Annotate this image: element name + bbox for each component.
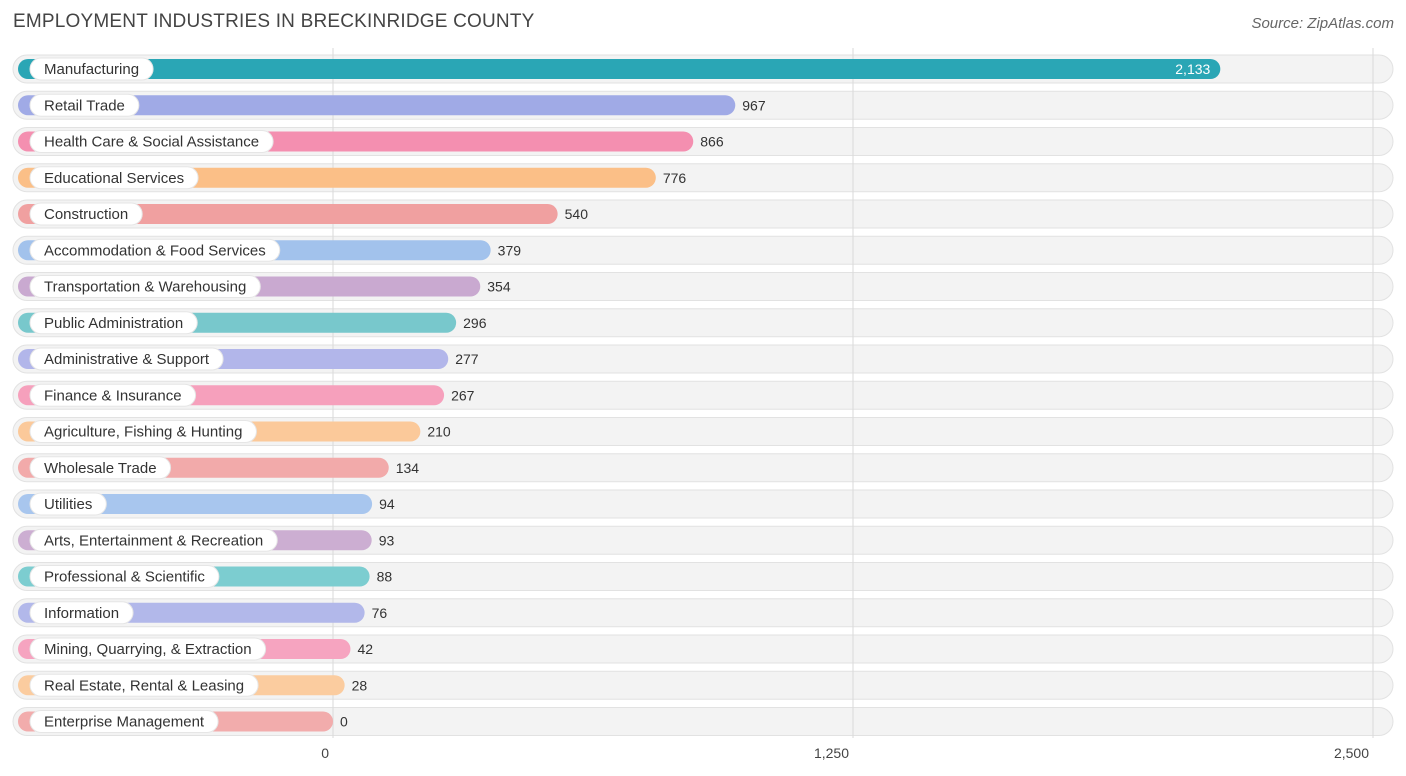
category-label: Finance & Insurance [44, 387, 182, 404]
category-label-pill [29, 565, 220, 588]
category-label: Manufacturing [44, 61, 139, 78]
value-label: 0 [340, 714, 348, 730]
category-label: Accommodation & Food Services [44, 242, 266, 259]
category-label: Real Estate, Rental & Leasing [44, 677, 244, 694]
category-label: Public Administration [44, 315, 183, 332]
category-label: Administrative & Support [44, 351, 210, 368]
bar [18, 204, 558, 224]
value-label: 776 [663, 170, 687, 186]
category-label: Arts, Entertainment & Recreation [44, 532, 263, 549]
bar [18, 95, 736, 116]
category-label-pill [29, 637, 267, 661]
value-label: 866 [700, 134, 724, 150]
category-label-pill [29, 202, 143, 226]
category-label-pill [29, 93, 140, 117]
value-label: 210 [427, 424, 451, 440]
category-label: Construction [44, 206, 128, 223]
value-label: 42 [357, 641, 373, 657]
row-track [12, 634, 1394, 664]
category-label-pill [29, 166, 199, 190]
value-label: 967 [742, 97, 766, 113]
category-label-pill [29, 673, 259, 697]
value-label: 28 [352, 677, 368, 693]
value-label: 134 [396, 460, 420, 476]
source-label: Source: ZipAtlas.com [1251, 15, 1394, 32]
value-label: 267 [451, 387, 475, 403]
category-label: Retail Trade [44, 97, 125, 114]
category-label: Enterprise Management [44, 714, 205, 731]
value-label: 88 [377, 569, 393, 585]
category-label-pill [29, 347, 224, 371]
category-label: Professional & Scientific [44, 569, 205, 586]
category-label: Health Care & Social Assistance [44, 134, 259, 151]
value-label: 296 [463, 315, 487, 331]
category-label: Educational Services [44, 170, 184, 187]
category-label-pill [29, 311, 198, 335]
x-tick-label: 1,250 [814, 745, 849, 761]
category-label: Information [44, 605, 119, 622]
chart-title: EMPLOYMENT INDUSTRIES IN BRECKINRIDGE CO… [13, 11, 535, 32]
x-tick-label: 2,500 [1334, 745, 1369, 761]
value-label: 540 [565, 206, 589, 222]
category-label: Agriculture, Fishing & Hunting [44, 424, 242, 441]
value-label: 379 [498, 242, 522, 258]
category-label-pill [29, 528, 278, 552]
value-label: 76 [372, 605, 388, 621]
category-label: Utilities [44, 496, 92, 513]
value-label: 2,133 [1175, 61, 1210, 77]
category-label: Mining, Quarrying, & Extraction [44, 641, 252, 658]
category-label: Wholesale Trade [44, 460, 157, 477]
value-label: 354 [487, 279, 511, 295]
value-label: 93 [379, 532, 395, 548]
bar [18, 494, 373, 514]
category-label-pill [29, 238, 281, 262]
category-label-pill [29, 710, 219, 733]
category-label-pill [29, 456, 172, 480]
category-label-pill [29, 492, 107, 516]
category-label-pill [29, 57, 154, 81]
row-track [12, 707, 1394, 736]
category-label-pill [29, 601, 134, 625]
value-label: 277 [455, 351, 479, 367]
x-tick-label: 0 [321, 745, 329, 761]
category-label: Transportation & Warehousing [44, 279, 246, 296]
value-label: 94 [379, 496, 395, 512]
category-label-pill [29, 420, 257, 443]
bar [18, 59, 1221, 79]
category-label-pill [29, 383, 197, 407]
row-track [12, 670, 1394, 700]
category-label-pill [29, 130, 274, 153]
category-label-pill [29, 275, 261, 298]
